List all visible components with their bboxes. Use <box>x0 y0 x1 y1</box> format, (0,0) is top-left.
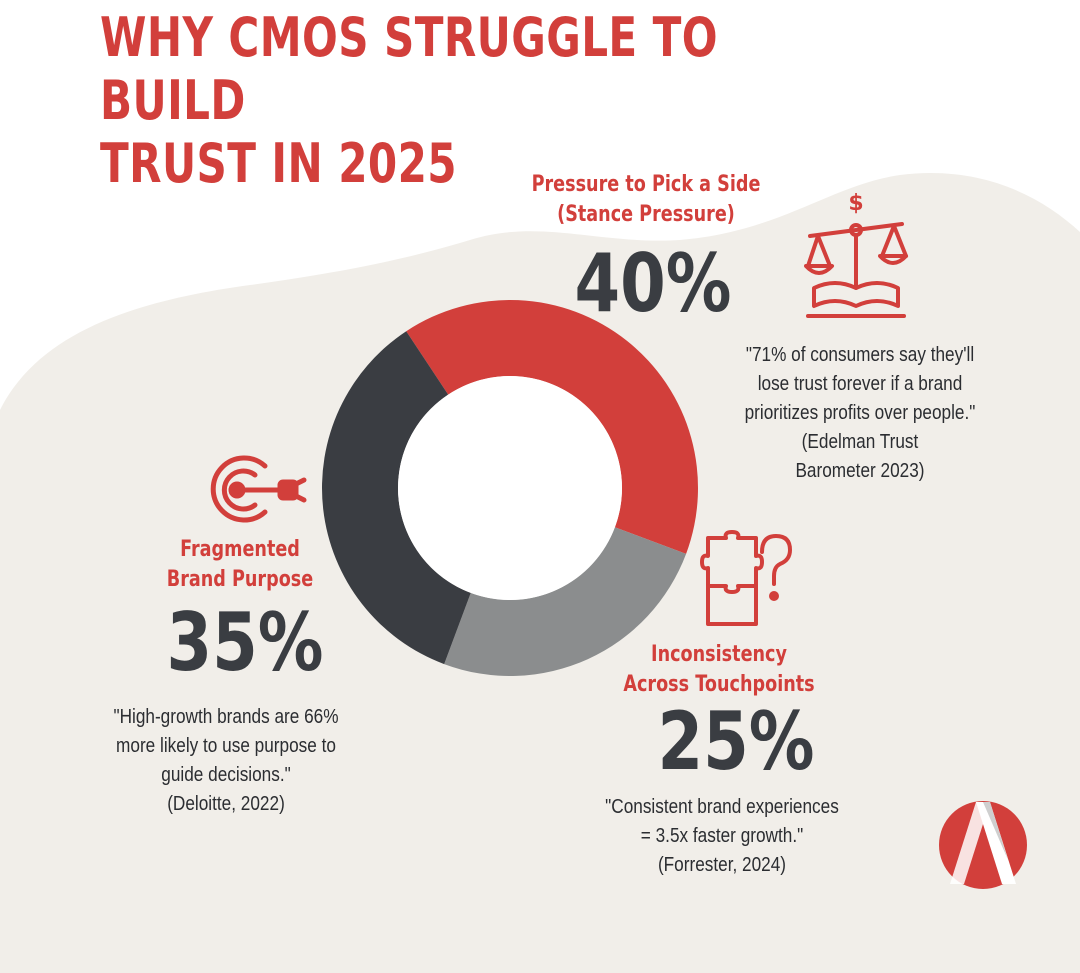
quote-stance-line-5: Barometer 2023) <box>795 460 925 482</box>
category-label-purpose-line-1: Fragmented <box>180 537 300 562</box>
scales-of-justice-dollar-icon: $ <box>804 191 908 318</box>
category-label-touchpoints: Inconsistency Across Touchpoints <box>599 640 839 700</box>
title-line-2: TRUST IN 2025 <box>100 132 457 195</box>
percent-touchpoints: 25% <box>657 695 815 788</box>
donut-hole <box>398 376 622 600</box>
donut-slice-stance <box>406 300 698 554</box>
quote-stance: "71% of consumers say they'll lose trust… <box>714 341 1006 486</box>
quote-stance-line-2: lose trust forever if a brand <box>757 373 963 395</box>
quote-stance-line-3: prioritizes profits over people." <box>744 402 976 424</box>
letter-a-logo-icon <box>939 801 1027 889</box>
quote-purpose: "High-growth brands are 66% more likely … <box>80 703 372 819</box>
category-label-purpose-line-2: Brand Purpose <box>166 567 314 592</box>
title-line-1: WHY CMOS STRUGGLE TO BUILD <box>100 6 718 132</box>
svg-text:$: $ <box>848 191 863 216</box>
category-label-touchpoints-line-2: Across Touchpoints <box>623 672 815 697</box>
quote-touchpoints-line-3: (Forrester, 2024) <box>657 854 787 876</box>
quote-purpose-line-4: (Deloitte, 2022) <box>167 793 285 815</box>
percent-purpose: 35% <box>166 596 324 689</box>
quote-purpose-line-2: more likely to use purpose to <box>116 735 336 757</box>
quote-touchpoints: "Consistent brand experiences = 3.5x fas… <box>576 793 868 880</box>
quote-purpose-line-1: "High-growth brands are 66% <box>113 706 339 728</box>
category-label-stance: Pressure to Pick a Side (Stance Pressure… <box>526 170 766 230</box>
donut-slice-purpose <box>322 331 471 665</box>
category-label-touchpoints-line-1: Inconsistency <box>651 642 787 667</box>
category-label-stance-line-2: (Stance Pressure) <box>557 202 735 227</box>
quote-touchpoints-line-1: "Consistent brand experiences <box>605 796 839 818</box>
quote-stance-line-4: (Edelman Trust <box>801 431 919 453</box>
donut-slice-touchpoints <box>444 527 687 676</box>
quote-stance-line-1: "71% of consumers say they'll <box>745 344 975 366</box>
category-label-purpose: Fragmented Brand Purpose <box>120 535 360 595</box>
quote-purpose-line-3: guide decisions." <box>161 764 291 786</box>
percent-stance: 40% <box>574 237 732 330</box>
category-label-stance-line-1: Pressure to Pick a Side <box>531 172 761 197</box>
quote-touchpoints-line-2: = 3.5x faster growth." <box>640 825 804 847</box>
page-title: WHY CMOS STRUGGLE TO BUILD TRUST IN 2025 <box>100 6 864 195</box>
target-dart-icon <box>210 455 307 523</box>
puzzle-question-icon <box>700 530 792 626</box>
